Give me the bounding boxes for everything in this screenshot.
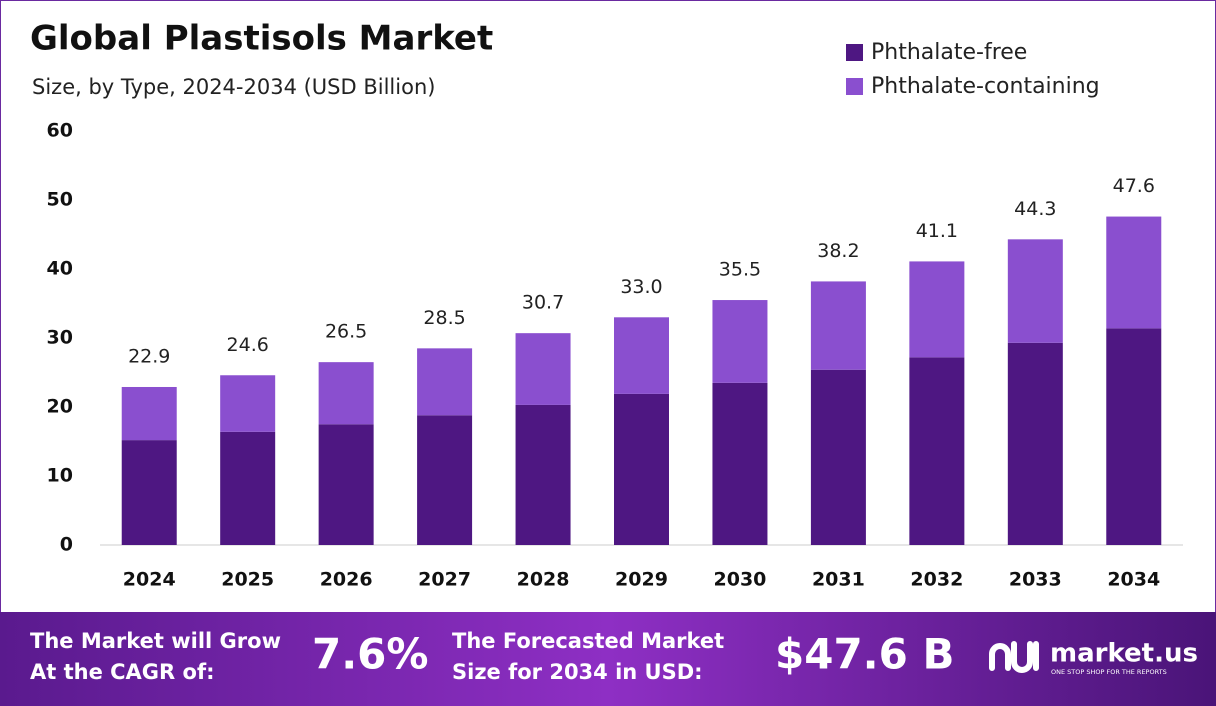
- bar-segment: [121, 386, 177, 441]
- bar-segment: [1106, 328, 1162, 545]
- forecast-text: The Forecasted Market: [452, 629, 724, 653]
- x-tick-label: 2025: [221, 569, 274, 591]
- x-tick-label: 2034: [1107, 569, 1160, 591]
- bar-segment: [810, 281, 866, 370]
- total-label: 35.5: [719, 259, 761, 281]
- legend-label: Phthalate-free: [871, 40, 1027, 65]
- total-label: 44.3: [1014, 198, 1056, 220]
- bar-segment: [909, 357, 965, 545]
- chart-title: Global Plastisols Market: [30, 19, 493, 59]
- bar-segment: [220, 431, 276, 545]
- x-tick-label: 2027: [418, 569, 471, 591]
- chart-subtitle: Size, by Type, 2024-2034 (USD Billion): [32, 75, 435, 99]
- total-label: 26.5: [325, 321, 367, 343]
- x-tick-label: 2028: [517, 569, 570, 591]
- bar-segment: [121, 440, 177, 545]
- bar-segment: [712, 382, 768, 545]
- legend-swatch: [846, 78, 863, 95]
- x-tick-label: 2029: [615, 569, 668, 591]
- total-label: 22.9: [128, 345, 170, 367]
- bar-segment: [220, 375, 276, 432]
- bar-segment: [614, 393, 669, 545]
- legend-label: Phthalate-containing: [871, 74, 1100, 99]
- bar-segment: [417, 348, 473, 416]
- total-label: 33.0: [620, 276, 662, 298]
- y-tick-label: 50: [47, 189, 73, 211]
- cagr-text: The Market will Grow: [30, 629, 281, 653]
- y-tick-label: 0: [60, 534, 73, 556]
- forecast-value: $47.6 B: [775, 630, 954, 679]
- cagr-text: At the CAGR of:: [30, 660, 215, 684]
- brand: market.us: [1050, 639, 1198, 669]
- bar-segment: [810, 369, 866, 545]
- y-tick-label: 40: [47, 258, 73, 280]
- bar-segment: [712, 300, 768, 383]
- bar-segment: [515, 333, 571, 405]
- bar-segment: [614, 317, 669, 394]
- bar-segment: [909, 261, 965, 358]
- x-tick-label: 2033: [1009, 569, 1062, 591]
- bar-segment: [1106, 216, 1162, 329]
- y-tick-label: 60: [47, 120, 73, 142]
- x-tick-label: 2031: [812, 569, 865, 591]
- total-label: 47.6: [1113, 175, 1155, 197]
- cagr-value: 7.6%: [312, 630, 428, 679]
- total-label: 24.6: [227, 334, 269, 356]
- bar-segment: [318, 362, 374, 425]
- y-tick-label: 10: [47, 465, 73, 487]
- legend-swatch: [846, 44, 863, 61]
- y-tick-label: 20: [47, 396, 73, 418]
- total-label: 30.7: [522, 292, 564, 314]
- tagline: ONE STOP SHOP FOR THE REPORTS: [1051, 668, 1167, 676]
- bar-segment: [417, 415, 473, 545]
- brand-logo: [989, 641, 1039, 673]
- total-label: 38.2: [817, 240, 859, 262]
- x-tick-label: 2030: [714, 569, 767, 591]
- x-tick-label: 2026: [320, 569, 373, 591]
- total-label: 28.5: [423, 307, 465, 329]
- x-tick-label: 2024: [123, 569, 176, 591]
- forecast-text: Size for 2034 in USD:: [452, 660, 703, 684]
- plot: 0102030405060Phthalate-freePhthalate-con…: [47, 40, 1183, 591]
- y-tick-label: 30: [47, 327, 73, 349]
- total-label: 41.1: [916, 220, 958, 242]
- bar-segment: [318, 424, 374, 545]
- bar-segment: [515, 404, 571, 545]
- bar-segment: [1007, 342, 1063, 545]
- x-tick-label: 2032: [910, 569, 963, 591]
- bar-segment: [1007, 239, 1063, 343]
